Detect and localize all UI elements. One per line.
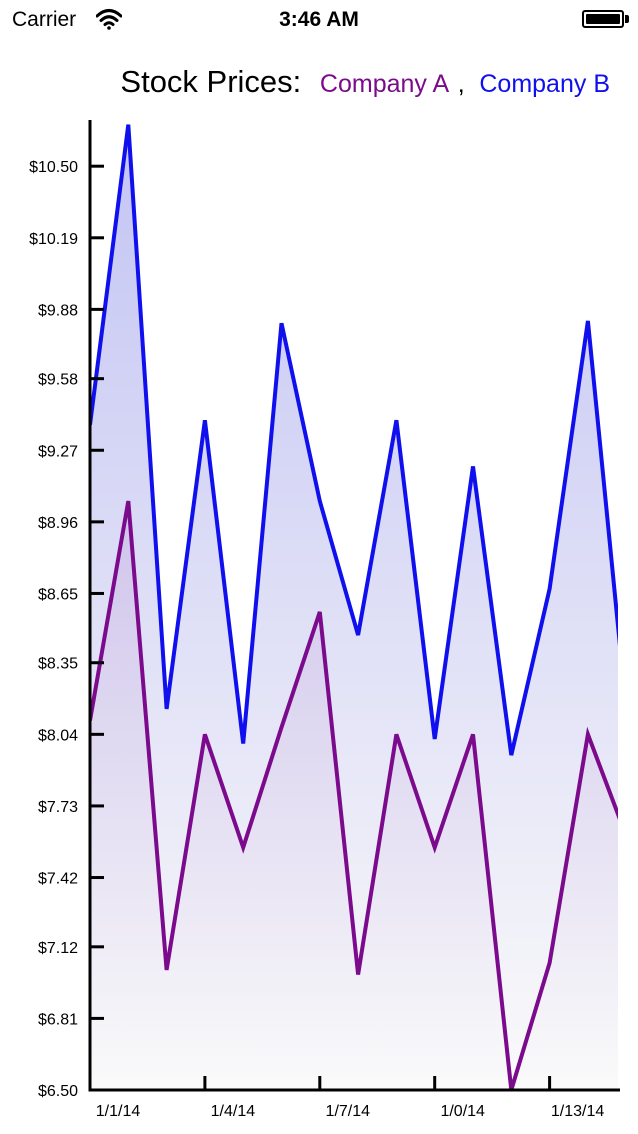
y-tick-label: $7.42: [38, 871, 78, 888]
legend-separator: ,: [458, 70, 465, 98]
y-tick-label: $9.88: [38, 302, 78, 319]
carrier-label: Carrier: [12, 8, 77, 31]
y-tick-label: $8.35: [38, 656, 78, 673]
x-tick-label: 1/1/14: [96, 1103, 141, 1120]
chart-title-text: Stock Prices:: [120, 64, 301, 99]
y-tick-label: $9.27: [38, 443, 78, 460]
legend-company-b: Company B: [479, 70, 610, 98]
y-tick-label: $10.50: [29, 159, 78, 176]
x-tick-label: 1/7/14: [326, 1103, 371, 1120]
y-tick-label: $8.04: [38, 727, 78, 744]
battery-nub: [625, 15, 629, 23]
x-tick-label: 1/4/14: [211, 1103, 256, 1120]
y-tick-label: $10.19: [29, 231, 78, 248]
y-tick-label: $9.58: [38, 372, 78, 389]
y-tick-label: $7.73: [38, 799, 78, 816]
y-tick-label: $6.50: [38, 1083, 78, 1100]
x-tick-label: 1/13/14: [551, 1103, 604, 1120]
wifi-icon: [96, 9, 122, 30]
company-a-area: [90, 501, 618, 1090]
x-tick-label: 1/0/14: [440, 1103, 485, 1120]
chart-title: Stock Prices: Company A , Company B: [120, 64, 610, 99]
y-tick-label: $6.81: [38, 1011, 78, 1028]
y-tick-label: $7.12: [38, 940, 78, 957]
status-clock: 3:46 AM: [279, 8, 359, 31]
battery-icon: [582, 10, 624, 28]
legend-company-a: Company A: [320, 70, 450, 98]
y-tick-label: $8.96: [38, 515, 78, 532]
y-tick-label: $8.65: [38, 586, 78, 603]
status-bar: Carrier 3:46 AM: [0, 0, 638, 40]
